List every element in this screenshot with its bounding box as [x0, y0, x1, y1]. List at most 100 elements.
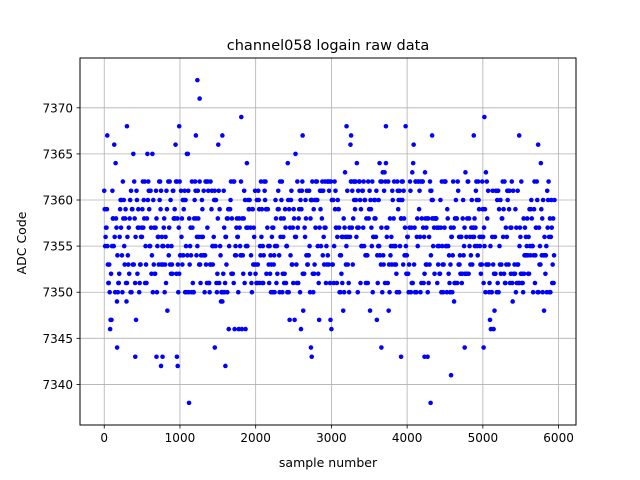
data-point	[513, 289, 519, 295]
data-point	[190, 280, 196, 286]
data-point	[112, 234, 117, 240]
data-point	[332, 179, 337, 184]
data-point	[307, 289, 313, 295]
data-point	[546, 179, 551, 184]
data-point	[201, 188, 207, 194]
data-point	[494, 197, 500, 203]
data-point	[127, 197, 133, 203]
data-point	[397, 188, 402, 194]
data-point	[342, 225, 347, 230]
data-point	[173, 142, 178, 147]
x-tick-label: 5000	[468, 431, 499, 445]
data-point	[462, 225, 467, 230]
data-point	[187, 243, 193, 249]
data-point	[246, 206, 252, 212]
data-point	[114, 299, 120, 304]
data-point	[443, 179, 448, 184]
data-point	[138, 262, 143, 267]
outlier-point	[223, 363, 228, 369]
data-point	[537, 243, 543, 249]
data-point	[144, 216, 150, 221]
data-point	[293, 151, 298, 157]
data-point	[407, 179, 413, 184]
data-point	[211, 234, 217, 240]
data-point	[434, 216, 439, 221]
data-point	[293, 234, 299, 240]
data-point	[145, 151, 150, 157]
data-point	[381, 262, 386, 267]
data-point	[459, 234, 464, 240]
data-point	[411, 262, 417, 267]
data-point	[148, 225, 154, 230]
data-point	[242, 197, 248, 203]
data-point	[361, 179, 366, 184]
data-point	[265, 206, 271, 212]
data-point	[360, 188, 366, 194]
y-axis: 7340 7345 7350 7355 7360 7365 7370	[42, 101, 80, 392]
data-point	[150, 289, 156, 295]
data-point	[202, 253, 208, 258]
data-point	[345, 188, 350, 194]
data-point	[531, 206, 537, 212]
data-point	[512, 271, 518, 277]
data-point	[236, 326, 242, 332]
data-point	[379, 289, 385, 295]
data-point	[479, 179, 485, 184]
data-point	[249, 280, 254, 286]
data-point	[248, 225, 253, 230]
data-point	[124, 280, 130, 286]
data-point	[146, 179, 151, 184]
data-point	[291, 216, 297, 221]
data-point	[432, 271, 437, 277]
data-point	[394, 179, 400, 184]
data-point	[357, 197, 363, 203]
data-point	[252, 188, 258, 194]
data-point	[415, 243, 421, 249]
data-point	[183, 197, 188, 203]
data-point	[549, 197, 554, 203]
data-point	[142, 179, 147, 184]
data-point	[288, 253, 293, 258]
data-point	[552, 197, 557, 203]
data-point	[373, 234, 379, 240]
data-point	[288, 197, 294, 203]
data-point	[166, 225, 172, 230]
data-point	[362, 197, 368, 203]
data-point	[262, 197, 268, 203]
data-point	[466, 216, 472, 221]
data-point	[323, 280, 329, 286]
data-point	[340, 280, 345, 286]
data-point	[501, 271, 507, 277]
data-point	[228, 197, 233, 203]
outlier-point	[104, 133, 110, 138]
data-point	[276, 253, 282, 258]
data-point	[319, 216, 325, 221]
data-point	[502, 179, 507, 184]
data-point	[384, 234, 390, 240]
data-point	[550, 216, 556, 221]
data-point	[157, 179, 163, 184]
data-point	[107, 326, 113, 332]
outlier-point	[154, 354, 159, 360]
data-point	[279, 179, 285, 184]
data-point	[328, 179, 334, 184]
outlier-point	[481, 345, 486, 350]
data-point	[149, 253, 155, 258]
data-point	[121, 197, 127, 203]
data-point	[202, 289, 207, 295]
data-point	[237, 225, 242, 230]
data-point	[192, 197, 197, 203]
data-point	[461, 253, 466, 258]
y-tick-label: 7370	[42, 101, 73, 115]
data-point	[107, 289, 112, 295]
data-point	[394, 271, 399, 277]
data-point	[487, 280, 492, 286]
data-point	[214, 289, 220, 295]
x-tick-label: 1000	[165, 431, 196, 445]
data-point	[414, 234, 420, 240]
data-point	[476, 197, 481, 203]
data-point	[333, 188, 338, 194]
data-point	[185, 188, 191, 194]
data-point	[317, 225, 322, 230]
data-point	[416, 206, 422, 212]
